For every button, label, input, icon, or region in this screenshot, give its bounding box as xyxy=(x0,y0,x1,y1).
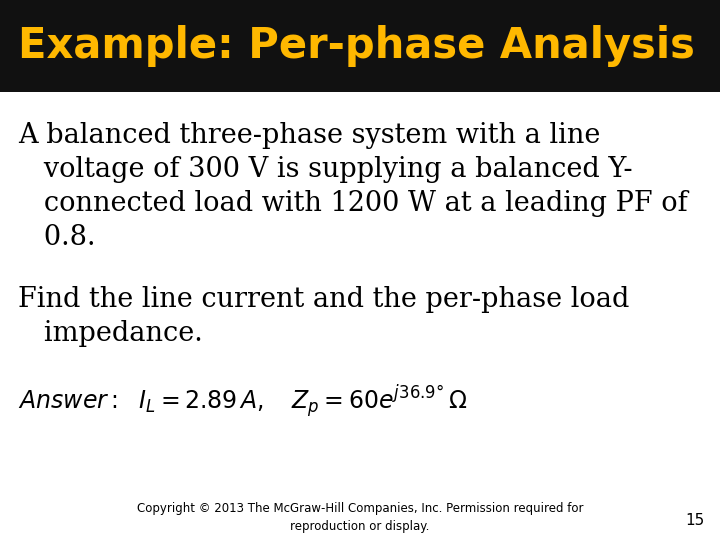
Text: Example: Per-phase Analysis: Example: Per-phase Analysis xyxy=(18,25,695,67)
Text: Find the line current and the per-phase load: Find the line current and the per-phase … xyxy=(18,286,629,313)
Text: 15: 15 xyxy=(685,513,705,528)
Bar xyxy=(0,0,720,92)
Text: A balanced three-phase system with a line: A balanced three-phase system with a lin… xyxy=(18,122,600,149)
Text: connected load with 1200 W at a leading PF of: connected load with 1200 W at a leading … xyxy=(18,190,688,217)
Text: impedance.: impedance. xyxy=(18,320,203,347)
Text: voltage of 300 V is supplying a balanced Y-: voltage of 300 V is supplying a balanced… xyxy=(18,156,633,183)
Text: 0.8.: 0.8. xyxy=(18,224,96,251)
Text: Copyright © 2013 The McGraw-Hill Companies, Inc. Permission required for
reprodu: Copyright © 2013 The McGraw-Hill Compani… xyxy=(137,502,583,533)
Text: $\mathit{Answer{:}}\ \ I_L = 2.89\,A,\quad Z_p = 60e^{j36.9°}\,\Omega$: $\mathit{Answer{:}}\ \ I_L = 2.89\,A,\qu… xyxy=(18,384,467,421)
